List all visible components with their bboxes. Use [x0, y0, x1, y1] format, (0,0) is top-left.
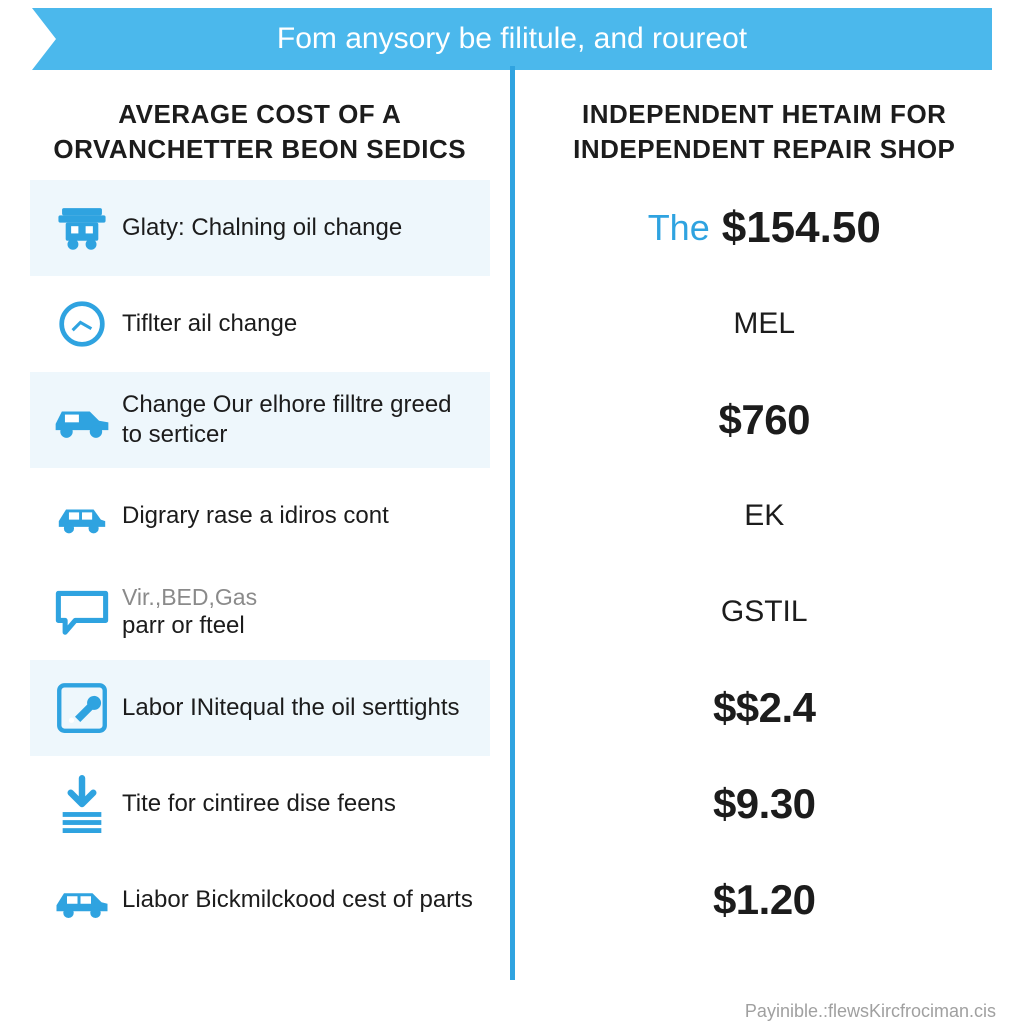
row-label: Tite for cintiree dise feens [122, 789, 478, 819]
table-row: Glaty: Chalning oil change [30, 180, 490, 276]
circle-icon [42, 299, 122, 349]
row-label: Tiflter ail change [122, 309, 478, 339]
comparison-columns: AVERAGE COST OF A ORVANCHETTER BEON SEDI… [0, 70, 1024, 980]
value-cell: The $154.50 [535, 180, 995, 276]
value-cell: $1.20 [535, 852, 995, 948]
row-label: Digrary rase a idiros cont [122, 501, 478, 531]
row-label: Liabor Bickmilckood cest of parts [122, 885, 478, 915]
value-cell: $9.30 [535, 756, 995, 852]
right-header: INDEPENDENT HETAIM FOR INDEPENDENT REPAI… [535, 84, 995, 180]
ribbon-banner: Fom anysory be filitule, and roureot [62, 8, 962, 70]
chat-icon [42, 588, 122, 636]
truck-icon [42, 199, 122, 257]
left-header: AVERAGE COST OF A ORVANCHETTER BEON SEDI… [30, 84, 490, 180]
left-column: AVERAGE COST OF A ORVANCHETTER BEON SEDI… [30, 70, 510, 980]
table-row: Vir.,BED,Gas parr or fteel [30, 564, 490, 660]
row-label: Glaty: Chalning oil change [122, 213, 478, 243]
row-label: Vir.,BED,Gas parr or fteel [122, 583, 478, 642]
value-cell: GSTIL [535, 564, 995, 660]
footer-credit: Payinible.:flewsKircfrociman.cis [745, 1001, 996, 1022]
value-cell: EK [535, 468, 995, 564]
right-column: INDEPENDENT HETAIM FOR INDEPENDENT REPAI… [515, 70, 995, 980]
value-cell: MEL [535, 276, 995, 372]
row-label: Labor INitequal the oil serttights [122, 693, 478, 723]
car-icon [42, 396, 122, 444]
value-cell: $760 [535, 372, 995, 468]
table-row: Tite for cintiree dise feens [30, 756, 490, 852]
table-row: Labor INitequal the oil serttights [30, 660, 490, 756]
ribbon-text: Fom anysory be filitule, and roureot [277, 22, 747, 55]
row-label: Change Our elhore filltre greed to serti… [122, 390, 478, 450]
car-icon [42, 879, 122, 921]
download-icon [42, 775, 122, 833]
car-icon [42, 494, 122, 538]
value-cell: $$2.4 [535, 660, 995, 756]
table-row: Tiflter ail change [30, 276, 490, 372]
table-row: Digrary rase a idiros cont [30, 468, 490, 564]
table-row: Liabor Bickmilckood cest of parts [30, 852, 490, 948]
table-row: Change Our elhore filltre greed to serti… [30, 372, 490, 468]
wrench-icon [42, 680, 122, 736]
